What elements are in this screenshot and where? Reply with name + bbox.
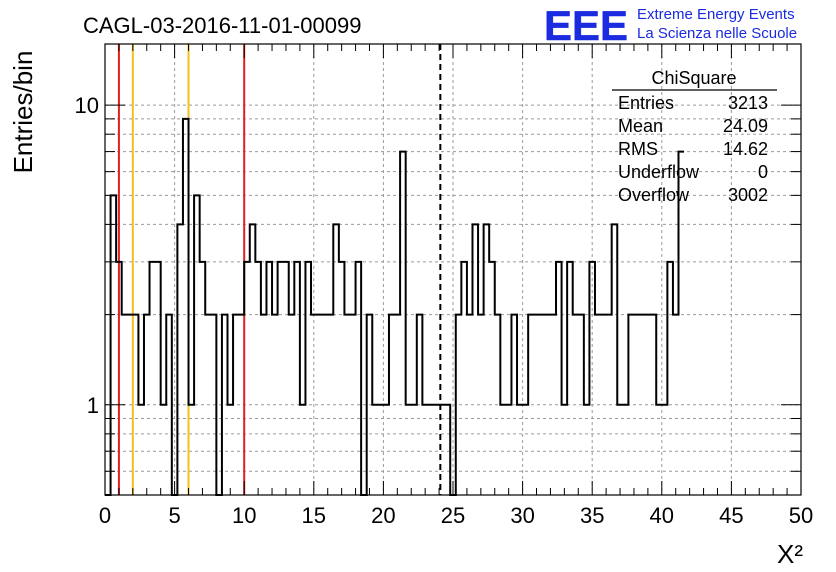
- stats-row-value: 3002: [728, 185, 768, 205]
- x-tick-label: 35: [580, 503, 604, 528]
- x-tick-label: 5: [168, 503, 180, 528]
- x-tick-label: 25: [441, 503, 465, 528]
- x-tick-labels: 0 5 10 15 20 25 30 35 40 45 50: [99, 503, 813, 528]
- x-tick-label: 30: [510, 503, 534, 528]
- stats-row-label: RMS: [618, 139, 658, 159]
- stats-title: ChiSquare: [651, 68, 736, 88]
- y-tick-label: 10: [75, 93, 99, 118]
- stats-box: ChiSquare Entries 3213 Mean 24.09 RMS 14.62 Un…: [612, 68, 777, 205]
- x-tick-label: 15: [302, 503, 326, 528]
- x-tick-label: 0: [99, 503, 111, 528]
- stats-row-label: Overflow: [618, 185, 690, 205]
- grid-lines: [105, 44, 801, 496]
- logo-line-2: La Scienza nelle Scuole: [637, 25, 797, 42]
- stats-row-label: Underflow: [618, 162, 700, 182]
- stats-row-value: 14.62: [723, 139, 768, 159]
- x-tick-label: 45: [719, 503, 743, 528]
- x-tick-label: 10: [232, 503, 256, 528]
- y-axis-label: Entries/bin: [8, 51, 38, 174]
- axis-ticks: [104, 44, 802, 496]
- x-tick-label: 20: [371, 503, 395, 528]
- reference-lines: [117, 44, 442, 495]
- logo-mark: EEE: [544, 2, 628, 49]
- logo-line-1: Extreme Energy Events: [637, 6, 795, 23]
- x-tick-label: 40: [650, 503, 674, 528]
- eee-logo: EEE Extreme Energy Events La Scienza nel…: [544, 2, 797, 50]
- stats-row-value: 24.09: [723, 116, 768, 136]
- stats-row-label: Entries: [618, 93, 674, 113]
- chart-title: CAGL-03-2016-11-01-00099: [83, 13, 361, 38]
- x-tick-label: 50: [789, 503, 813, 528]
- x-axis-label: X²: [777, 539, 803, 569]
- histogram-series: [105, 117, 685, 496]
- y-tick-label: 1: [87, 393, 99, 418]
- y-tick-labels: 1 10: [75, 93, 99, 418]
- stats-row-value: 3213: [728, 93, 768, 113]
- stats-row-label: Mean: [618, 116, 663, 136]
- stats-row-value: 0: [758, 162, 768, 182]
